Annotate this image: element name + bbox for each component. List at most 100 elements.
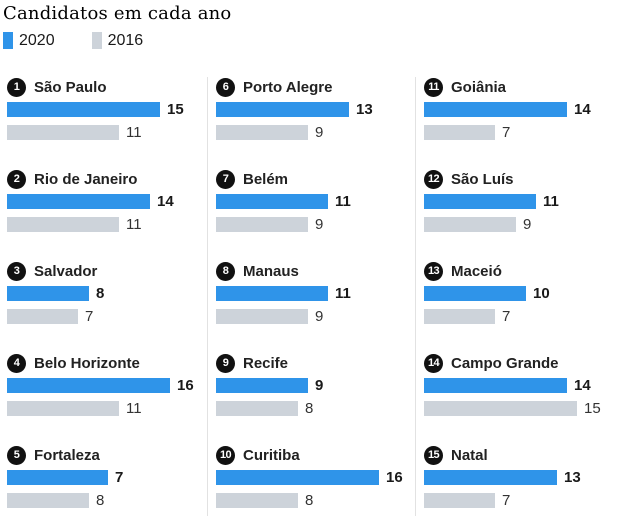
value-2016: 7 — [502, 492, 511, 509]
city-header: 6 Porto Alegre — [216, 77, 415, 97]
bar-2016 — [424, 217, 516, 232]
value-2020: 16 — [177, 377, 194, 394]
city-name: Natal — [451, 446, 488, 464]
bar-row-2016: 11 — [7, 125, 207, 140]
city-item: 13 Maceió 10 7 — [424, 261, 634, 324]
bar-row-2020: 11 — [216, 286, 415, 301]
bar-2020 — [7, 378, 170, 393]
bar-row-2016: 8 — [216, 401, 415, 416]
value-2016: 11 — [126, 400, 142, 417]
value-2016: 7 — [502, 308, 511, 325]
value-2016: 9 — [315, 308, 324, 325]
chart-page: Candidatos em cada ano 2020 2016 1 São Pau… — [3, 3, 634, 516]
legend-swatch-2020 — [3, 32, 13, 49]
rank-badge: 4 — [7, 353, 26, 373]
value-2020: 7 — [115, 469, 124, 486]
bar-2016 — [7, 493, 89, 508]
city-header: 8 Manaus — [216, 261, 415, 281]
value-2016: 8 — [305, 400, 314, 417]
city-name: Belo Horizonte — [34, 354, 140, 372]
bar-row-2016: 9 — [216, 309, 415, 324]
city-name: Manaus — [243, 262, 299, 280]
value-2016: 9 — [315, 216, 324, 233]
city-name: Maceió — [451, 262, 502, 280]
rank-badge: 2 — [7, 169, 26, 189]
city-name: Goiânia — [451, 78, 507, 96]
chart-grid: 1 São Paulo 15 11 2 Rio de Janeiro 14 11 3 Salvad… — [3, 77, 634, 516]
value-2016: 9 — [523, 216, 532, 233]
city-name: Fortaleza — [34, 446, 100, 464]
rank-badge: 11 — [424, 77, 443, 97]
bar-2016 — [7, 217, 119, 232]
chart-column: 1 São Paulo 15 11 2 Rio de Janeiro 14 11 3 Salvad… — [3, 77, 207, 516]
bar-row-2020: 15 — [7, 102, 207, 117]
city-header: 12 São Luís — [424, 169, 634, 189]
value-2020: 13 — [356, 101, 373, 118]
bar-2020 — [424, 102, 567, 117]
bar-2016 — [424, 309, 495, 324]
bar-2016 — [7, 401, 119, 416]
city-item: 15 Natal 13 7 — [424, 445, 634, 508]
value-2020: 14 — [574, 101, 591, 118]
bar-2016 — [216, 309, 308, 324]
rank-badge: 5 — [7, 445, 26, 465]
city-header: 3 Salvador — [7, 261, 207, 281]
bar-2020 — [424, 470, 557, 485]
bar-2016 — [216, 401, 298, 416]
city-header: 5 Fortaleza — [7, 445, 207, 465]
legend-item: 2016 — [91, 32, 143, 50]
bar-2016 — [216, 125, 308, 140]
city-name: Salvador — [34, 262, 98, 280]
city-name: Porto Alegre — [243, 78, 333, 96]
value-2020: 14 — [574, 377, 591, 394]
bar-row-2020: 8 — [7, 286, 207, 301]
bar-2020 — [7, 286, 89, 301]
bar-row-2016: 8 — [7, 493, 207, 508]
chart-title: Candidatos em cada ano — [3, 3, 232, 24]
bar-row-2020: 7 — [7, 470, 207, 485]
value-2016: 7 — [502, 124, 511, 141]
value-2020: 11 — [335, 193, 351, 210]
value-2016: 15 — [584, 400, 601, 417]
city-item: 5 Fortaleza 7 8 — [7, 445, 207, 508]
legend-item: 2020 — [3, 32, 55, 50]
bar-row-2020: 10 — [424, 286, 634, 301]
bar-row-2016: 7 — [7, 309, 207, 324]
bar-2020 — [216, 102, 349, 117]
value-2020: 10 — [533, 285, 550, 302]
chart-legend: 2020 2016 — [3, 32, 634, 49]
value-2016: 9 — [315, 124, 324, 141]
rank-badge: 7 — [216, 169, 235, 189]
value-2020: 13 — [564, 469, 581, 486]
bar-2020 — [7, 194, 150, 209]
bar-row-2016: 11 — [7, 401, 207, 416]
bar-row-2020: 14 — [7, 194, 207, 209]
bar-2020 — [216, 194, 328, 209]
rank-badge: 13 — [424, 261, 443, 281]
city-header: 4 Belo Horizonte — [7, 353, 207, 373]
city-name: Curitiba — [243, 446, 300, 464]
city-header: 11 Goiânia — [424, 77, 634, 97]
bar-row-2020: 13 — [216, 102, 415, 117]
rank-badge: 10 — [216, 445, 235, 465]
bar-2020 — [7, 470, 108, 485]
bar-row-2016: 7 — [424, 493, 634, 508]
city-item: 2 Rio de Janeiro 14 11 — [7, 169, 207, 232]
city-item: 4 Belo Horizonte 16 11 — [7, 353, 207, 416]
bar-row-2016: 15 — [424, 401, 634, 416]
bar-2020 — [424, 194, 536, 209]
city-item: 8 Manaus 11 9 — [216, 261, 415, 324]
bar-row-2020: 14 — [424, 102, 634, 117]
bar-2016 — [7, 309, 78, 324]
legend-label: 2020 — [19, 31, 55, 49]
bar-2016 — [424, 401, 577, 416]
value-2020: 11 — [335, 285, 351, 302]
city-name: São Luís — [451, 170, 514, 188]
value-2016: 7 — [85, 308, 94, 325]
bar-row-2016: 7 — [424, 125, 634, 140]
bar-2020 — [216, 470, 379, 485]
bar-2020 — [216, 378, 308, 393]
bar-row-2016: 7 — [424, 309, 634, 324]
rank-badge: 3 — [7, 261, 26, 281]
bar-2020 — [424, 286, 526, 301]
